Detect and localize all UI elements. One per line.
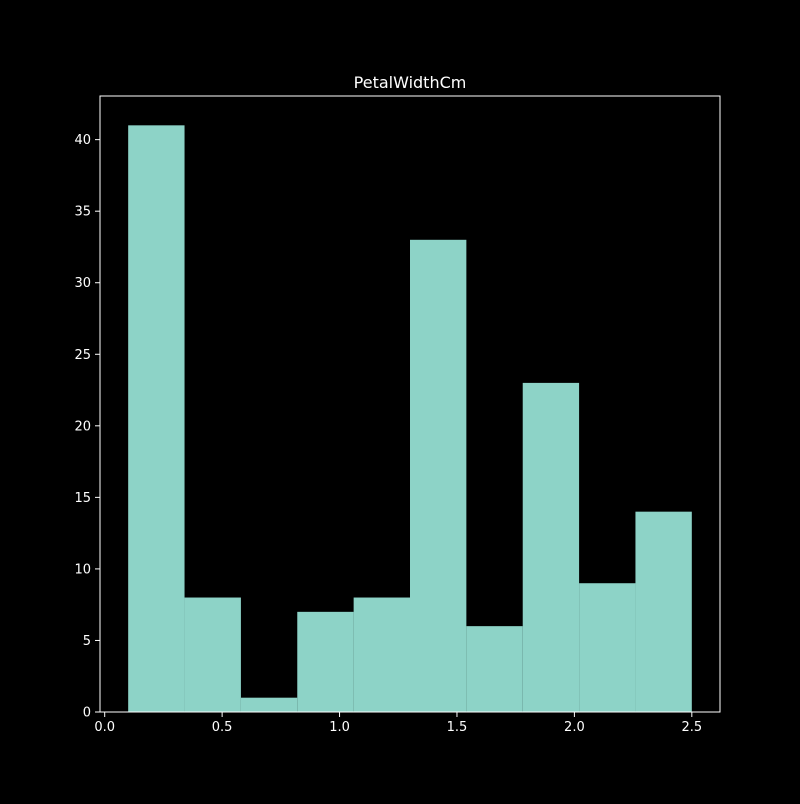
y-tick-label: 30 xyxy=(74,276,91,291)
histogram-bar xyxy=(410,239,467,713)
x-tick-label: 2.5 xyxy=(681,720,702,735)
y-tick-label: 35 xyxy=(74,205,91,220)
histogram-bar xyxy=(184,597,241,712)
chart-title: PetalWidthCm xyxy=(354,73,467,92)
x-tick-label: 2.0 xyxy=(564,720,585,735)
x-tick-label: 1.0 xyxy=(329,720,350,735)
histogram-bar xyxy=(128,125,185,712)
y-tick-label: 10 xyxy=(74,562,91,577)
histogram-bar xyxy=(240,697,298,712)
y-tick-label: 40 xyxy=(74,133,91,148)
x-tick-label: 0.0 xyxy=(94,720,115,735)
y-axis: 0 5 10 15 20 25 30 35 40 xyxy=(74,133,100,721)
x-axis: 0.0 0.5 1.0 1.5 2.0 2.5 xyxy=(94,712,702,735)
x-tick-label: 1.5 xyxy=(447,720,468,735)
y-tick-label: 25 xyxy=(74,348,91,363)
histogram-bar xyxy=(579,583,636,712)
histogram-bar xyxy=(635,511,692,712)
y-tick-label: 5 xyxy=(83,634,91,649)
histogram-bar xyxy=(353,597,410,712)
histogram-bar xyxy=(466,626,523,712)
y-tick-label: 15 xyxy=(74,491,91,506)
histogram-bar xyxy=(522,382,580,712)
axes-frame xyxy=(99,95,721,713)
y-tick-label: 20 xyxy=(74,419,91,434)
bars-layer xyxy=(128,125,692,713)
histogram-bar xyxy=(297,611,354,712)
y-tick-label: 0 xyxy=(83,706,91,721)
x-tick-label: 0.5 xyxy=(212,720,233,735)
